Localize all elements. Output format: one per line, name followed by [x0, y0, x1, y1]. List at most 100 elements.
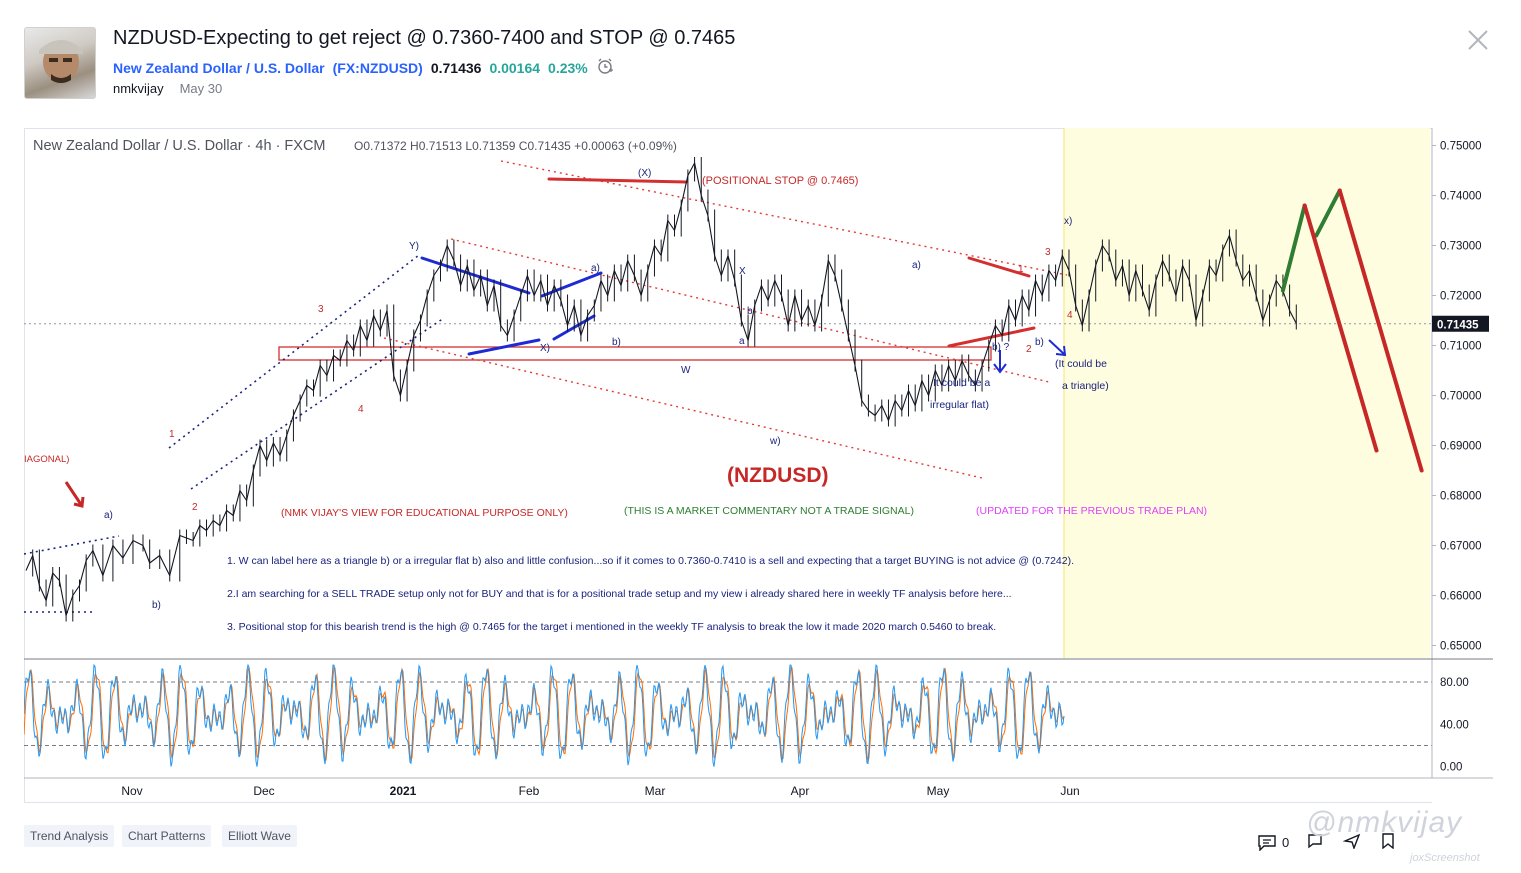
- annotation-triangle-line2: a triangle): [1062, 380, 1109, 392]
- annotation-educational: (NMK VIJAY'S VIEW FOR EDUCATIONAL PURPOS…: [281, 507, 568, 519]
- bookmark-button[interactable]: [1379, 833, 1397, 852]
- wave-label: (X): [638, 168, 651, 179]
- chart-ohlc-label: O0.71372 H0.71513 L0.71359 C0.71435 +0.0…: [354, 139, 677, 153]
- time-axis-label: Jun: [1060, 784, 1079, 798]
- wave-label: a): [104, 510, 113, 521]
- current-price-tag: [1432, 315, 1489, 332]
- boost-button[interactable]: [1342, 833, 1361, 852]
- forecast-zone: [1064, 128, 1430, 658]
- down-arrow-blue: [993, 350, 1007, 374]
- tag-chart-patterns[interactable]: Chart Patterns: [122, 825, 212, 847]
- tag-elliott-wave[interactable]: Elliott Wave: [222, 825, 297, 847]
- projection-line: [1337, 188, 1424, 473]
- oscillator-tick-label: 80.00: [1440, 677, 1469, 689]
- annotation-updated: (UPDATED FOR THE PREVIOUS TRADE PLAN): [976, 505, 1207, 517]
- symbol-row: New Zealand Dollar / U.S. Dollar (FX:NZD…: [113, 57, 614, 78]
- price-tick-label: 0.73000: [1440, 241, 1482, 253]
- annotation-irregular-flat-line2: irregular flat): [930, 399, 989, 411]
- annotation-note3: 3. Positional stop for this bearish tren…: [227, 621, 996, 633]
- tag-trend-analysis[interactable]: Trend Analysis: [24, 825, 115, 847]
- wave-label: 2: [1026, 344, 1032, 355]
- price-tick-label: 0.65000: [1440, 641, 1482, 653]
- symbol-name-link[interactable]: New Zealand Dollar / U.S. Dollar: [113, 59, 325, 76]
- comment-icon: [1258, 834, 1276, 851]
- oscillator-tick-label: 40.00: [1440, 719, 1469, 731]
- price-change: 0.00164: [489, 59, 541, 76]
- wave-label: 3: [318, 304, 324, 315]
- chart-canvas[interactable]: (POSITIONAL STOP @ 0.7465) (NZDUSD) (NMK V…: [24, 128, 1493, 803]
- author-avatar[interactable]: [24, 27, 96, 99]
- wave-label: 2: [192, 502, 198, 513]
- stoch-k-line: [24, 663, 1065, 767]
- wave-label: b: [747, 306, 753, 317]
- channel-mid-line: [450, 238, 1050, 383]
- projection-line: [1302, 203, 1379, 453]
- time-axis-label: Nov: [121, 784, 142, 798]
- wave-label: a: [739, 336, 745, 347]
- wave-label: a): [591, 263, 600, 274]
- close-icon[interactable]: [1466, 28, 1490, 52]
- triangle-red-upper: [967, 256, 1031, 278]
- projection-line: [1314, 188, 1342, 238]
- annotation-diagonal: IAGONAL): [24, 454, 69, 465]
- positional-stop-line: [547, 177, 688, 184]
- blue-channel-upper: [168, 254, 420, 449]
- current-price-label: 0.71435: [1437, 319, 1479, 331]
- comments-button[interactable]: 0: [1258, 834, 1290, 851]
- wave-label: b) ?: [992, 342, 1010, 353]
- channel-lower-line: [383, 337, 983, 479]
- screenshot-watermark-small: joxScreenshot: [1410, 852, 1480, 864]
- screenshot-watermark: @nmkvijay: [1306, 806, 1463, 839]
- bookmark-icon: [1382, 833, 1394, 850]
- author-name[interactable]: nmkvijay: [113, 81, 164, 96]
- price-tick-label: 0.68000: [1440, 491, 1482, 503]
- projection-line: [1280, 203, 1307, 293]
- triangle-upper-trendline-2: [540, 271, 603, 298]
- oscillator-tick-label: 0.00: [1440, 762, 1462, 774]
- wave-label: x): [1064, 216, 1072, 227]
- price-tick-label: 0.74000: [1440, 191, 1482, 203]
- rocket-icon: [1342, 833, 1361, 851]
- price-tick-label: 0.69000: [1440, 441, 1482, 453]
- price-tick-label: 0.75000: [1440, 141, 1482, 153]
- wave-label: W: [681, 365, 691, 376]
- wave-label: w): [769, 436, 781, 447]
- price-tick-label: 0.66000: [1440, 591, 1482, 603]
- triangle-upper-trendline: [420, 256, 531, 295]
- time-axis-label: 2021: [390, 784, 417, 798]
- time-axis-label: Apr: [791, 784, 810, 798]
- wave-label: 3: [1045, 247, 1051, 258]
- comment-count: 0: [1282, 835, 1290, 850]
- down-right-arrow-blue: [1048, 339, 1067, 357]
- annotation-note1: 1. W can label here as a triangle b) or …: [227, 555, 1074, 567]
- blue-channel-lower: [190, 317, 445, 490]
- time-axis-label: May: [927, 784, 950, 798]
- diagonal-upper: [24, 535, 120, 555]
- wave-label: X: [739, 266, 746, 277]
- time-axis-label: Mar: [645, 784, 666, 798]
- price-tick-label: 0.71000: [1440, 341, 1482, 353]
- wave-label: 1: [169, 429, 175, 440]
- wave-label: Y): [409, 241, 419, 252]
- wave-label: X): [540, 343, 550, 354]
- publish-date: May 30: [179, 81, 223, 96]
- alarm-clock-icon[interactable]: [596, 57, 614, 78]
- annotation-note2: 2.I am searching for a SELL TRADE setup …: [227, 588, 1012, 600]
- share-button[interactable]: [1307, 833, 1325, 852]
- price-axis-background: [1432, 128, 1493, 803]
- time-axis-label: Feb: [519, 784, 540, 798]
- share-icon: [1308, 834, 1322, 849]
- symbol-ticker-link[interactable]: (FX:NZDUSD): [332, 59, 423, 76]
- wave-label: b): [152, 600, 161, 611]
- author-row: nmkvijay May 30: [113, 81, 222, 96]
- triangle-lower-trendline: [467, 338, 541, 356]
- wave-label: b): [1035, 337, 1044, 348]
- annotation-commentary: (THIS IS A MARKET COMMENTARY NOT A TRADE…: [624, 505, 914, 517]
- wave-label: 4: [1067, 310, 1073, 321]
- wave-label: 4: [358, 404, 364, 415]
- annotation-irregular-flat-line1: It could be a: [933, 377, 990, 389]
- annotation-triangle-line1: (It could be: [1055, 358, 1107, 370]
- price-tick-label: 0.72000: [1440, 291, 1482, 303]
- time-axis-label: Dec: [253, 784, 274, 798]
- last-price: 0.71436: [430, 59, 482, 76]
